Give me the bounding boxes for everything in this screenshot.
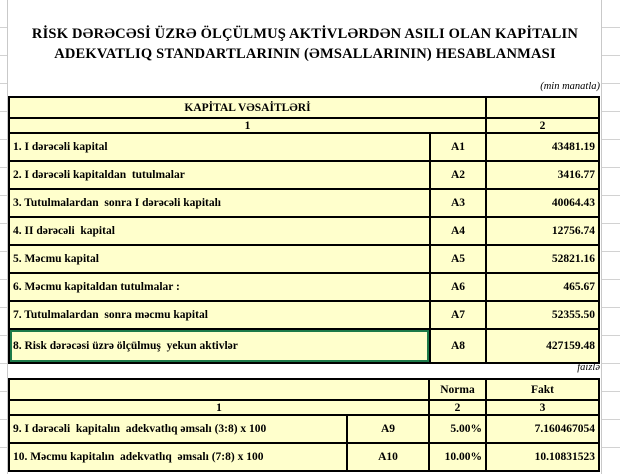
row-value-cell[interactable]: 465.67: [485, 272, 600, 302]
row-value-cell[interactable]: 427159.48: [485, 328, 600, 364]
column-number-cell[interactable]: 2: [485, 117, 600, 134]
capital-table: KAPİTAL VƏSAİTLƏRİ 1 2 1. I dərəcəli kap…: [8, 96, 600, 364]
row-code-cell[interactable]: A8: [429, 328, 487, 364]
column-number-row: 1 2: [8, 117, 600, 134]
page-title-line-1: RİSK DƏRƏCƏSİ ÜZRƏ ÖLÇÜLMUŞ AKTİVLƏRDƏN …: [31, 26, 579, 42]
row-code-cell[interactable]: A3: [429, 188, 487, 218]
row-code-cell[interactable]: A6: [429, 272, 487, 302]
table-row: 4. II dərəcəli kapital A4 12756.74: [8, 216, 600, 246]
ratio-table-header-row: Norma Fakt: [8, 378, 600, 401]
row-code-cell[interactable]: A9: [346, 414, 430, 444]
row-label-cell[interactable]: 10. Məcmu kapitalın adekvatlıq əmsalı (7…: [8, 442, 348, 472]
column-number-cell[interactable]: 1: [8, 117, 487, 134]
table-row: 9. I dərəcəli kapitalın adekvatlıq əmsal…: [8, 414, 600, 444]
row-fakt-cell[interactable]: 10.10831523: [485, 442, 600, 472]
row-code-cell[interactable]: A4: [429, 216, 487, 246]
worksheet-gridlines-left: [0, 0, 8, 474]
empty-header-cell[interactable]: [8, 378, 430, 401]
row-code-cell[interactable]: A10: [346, 442, 430, 472]
row-code-cell[interactable]: A7: [429, 300, 487, 330]
empty-header-cell[interactable]: [485, 96, 600, 119]
capital-table-header-row: KAPİTAL VƏSAİTLƏRİ: [8, 96, 600, 119]
row-label-cell[interactable]: 9. I dərəcəli kapitalın adekvatlıq əmsal…: [8, 414, 348, 444]
ratio-table: Norma Fakt 1 2 3 9. I dərəcəli kapitalın…: [8, 378, 600, 472]
table-row: 3. Tutulmalardan sonra I dərəcəli kapita…: [8, 188, 600, 218]
row-label-cell[interactable]: 6. Məcmu kapitaldan tutulmalar :: [8, 272, 431, 302]
percent-note: faizlə: [577, 362, 600, 373]
row-code-cell[interactable]: A1: [429, 132, 487, 162]
row-code-cell[interactable]: A5: [429, 244, 487, 274]
row-label-cell[interactable]: 7. Tutulmalardan sonra məcmu kapital: [8, 300, 431, 330]
row-value-cell[interactable]: 3416.77: [485, 160, 600, 190]
worksheet-gridlines-right: [601, 0, 620, 474]
table-row: 1. I dərəcəli kapital A1 43481.19: [8, 132, 600, 162]
page-title: RİSK DƏRƏCƏSİ ÜZRƏ ÖLÇÜLMUŞ AKTİVLƏRDƏN …: [10, 24, 600, 64]
page-title-line-2: ADEKVATLIQ STANDARTLARININ (ƏMSALLARININ…: [54, 46, 556, 62]
row-label-cell[interactable]: 3. Tutulmalardan sonra I dərəcəli kapita…: [8, 188, 431, 218]
row-value-cell[interactable]: 52355.50: [485, 300, 600, 330]
capital-table-title-cell[interactable]: KAPİTAL VƏSAİTLƏRİ: [8, 96, 487, 119]
unit-note: (min manatla): [540, 81, 600, 92]
table-row: 10. Məcmu kapitalın adekvatlıq əmsalı (7…: [8, 442, 600, 472]
column-number-cell[interactable]: 1: [8, 399, 430, 416]
table-row: 5. Məcmu kapital A5 52821.16: [8, 244, 600, 274]
row-value-cell[interactable]: 40064.43: [485, 188, 600, 218]
norma-header-cell[interactable]: Norma: [428, 378, 487, 401]
row-norma-cell[interactable]: 10.00%: [428, 442, 487, 472]
row-label-cell[interactable]: 5. Məcmu kapital: [8, 244, 431, 274]
row-value-cell[interactable]: 43481.19: [485, 132, 600, 162]
table-row: 7. Tutulmalardan sonra məcmu kapital A7 …: [8, 300, 600, 330]
column-number-cell[interactable]: 2: [428, 399, 487, 416]
table-row: 6. Məcmu kapitaldan tutulmalar : A6 465.…: [8, 272, 600, 302]
column-number-row: 1 2 3: [8, 399, 600, 416]
row-value-cell[interactable]: 12756.74: [485, 216, 600, 246]
row-label-cell[interactable]: 1. I dərəcəli kapital: [8, 132, 431, 162]
table-row: 8. Risk dərəcəsi üzrə ölçülmuş yekun akt…: [8, 328, 600, 364]
row-code-cell[interactable]: A2: [429, 160, 487, 190]
row-fakt-cell[interactable]: 7.160467054: [485, 414, 600, 444]
row-value-cell[interactable]: 52821.16: [485, 244, 600, 274]
fakt-header-cell[interactable]: Fakt: [485, 378, 600, 401]
column-number-cell[interactable]: 3: [485, 399, 600, 416]
row-label-cell[interactable]: 4. II dərəcəli kapital: [8, 216, 431, 246]
row-norma-cell[interactable]: 5.00%: [428, 414, 487, 444]
table-row: 2. I dərəcəli kapitaldan tutulmalar A2 3…: [8, 160, 600, 190]
row-label-cell[interactable]: 2. I dərəcəli kapitaldan tutulmalar: [8, 160, 431, 190]
selected-cell[interactable]: 8. Risk dərəcəsi üzrə ölçülmuş yekun akt…: [8, 328, 431, 364]
